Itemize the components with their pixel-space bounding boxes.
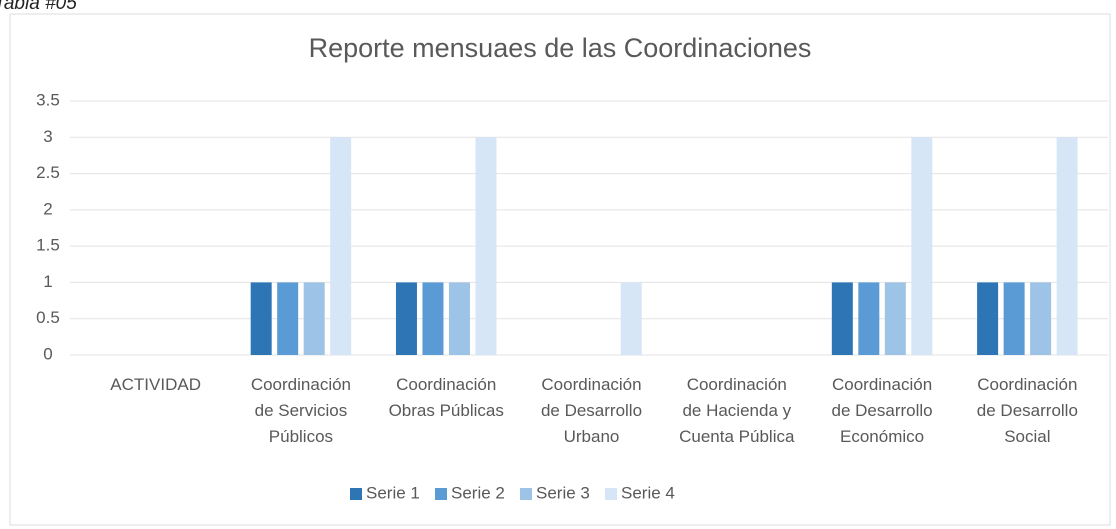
page-label: Tabla #05 [0,0,77,14]
bar [884,282,906,355]
x-tick-label: Coordinación de Desarrollo Urbano [541,375,642,446]
bar [330,137,352,355]
y-tick-label: 2 [43,199,52,218]
y-tick-label: 2.5 [36,163,60,182]
bar [858,282,880,355]
bar [620,282,642,355]
y-tick-label: 3.5 [36,90,60,109]
bar [1056,137,1078,355]
bar [831,282,853,355]
bar [1003,282,1025,355]
legend-swatch [520,488,532,500]
legend-label: Serie 1 [366,483,420,502]
x-tick-label: ACTIVIDAD [110,375,201,394]
x-tick-label: Coordinación Obras Públicas [389,375,504,420]
bar [395,282,417,355]
bar [250,282,272,355]
x-tick-label: Coordinación de Hacienda y Cuenta Pública [679,375,795,446]
bar [448,282,470,355]
legend-swatch [605,488,617,500]
y-tick-label: 3 [43,127,52,146]
chart-title: Reporte mensuaes de las Coordinaciones [309,33,812,63]
y-tick-label: 1 [43,272,52,291]
bar [1030,282,1052,355]
legend-label: Serie 2 [451,483,505,502]
bar [475,137,497,355]
x-tick-label: Coordinación de Desarrollo Económico [832,375,933,446]
bar [422,282,444,355]
legend-label: Serie 4 [621,483,675,502]
legend-swatch [435,488,447,500]
x-tick-label: Coordinación de Desarrollo Social [977,375,1078,446]
bar [977,282,999,355]
legend-label: Serie 3 [536,483,590,502]
y-tick-label: 1.5 [36,236,60,255]
bar [911,137,933,355]
legend-swatch [350,488,362,500]
y-tick-label: 0 [43,344,52,363]
bar [303,282,325,355]
y-tick-label: 0.5 [36,308,60,327]
chart-frame [9,13,1111,526]
bar [277,282,299,355]
x-tick-label: Coordinación de Servicios Públicos [251,375,351,446]
